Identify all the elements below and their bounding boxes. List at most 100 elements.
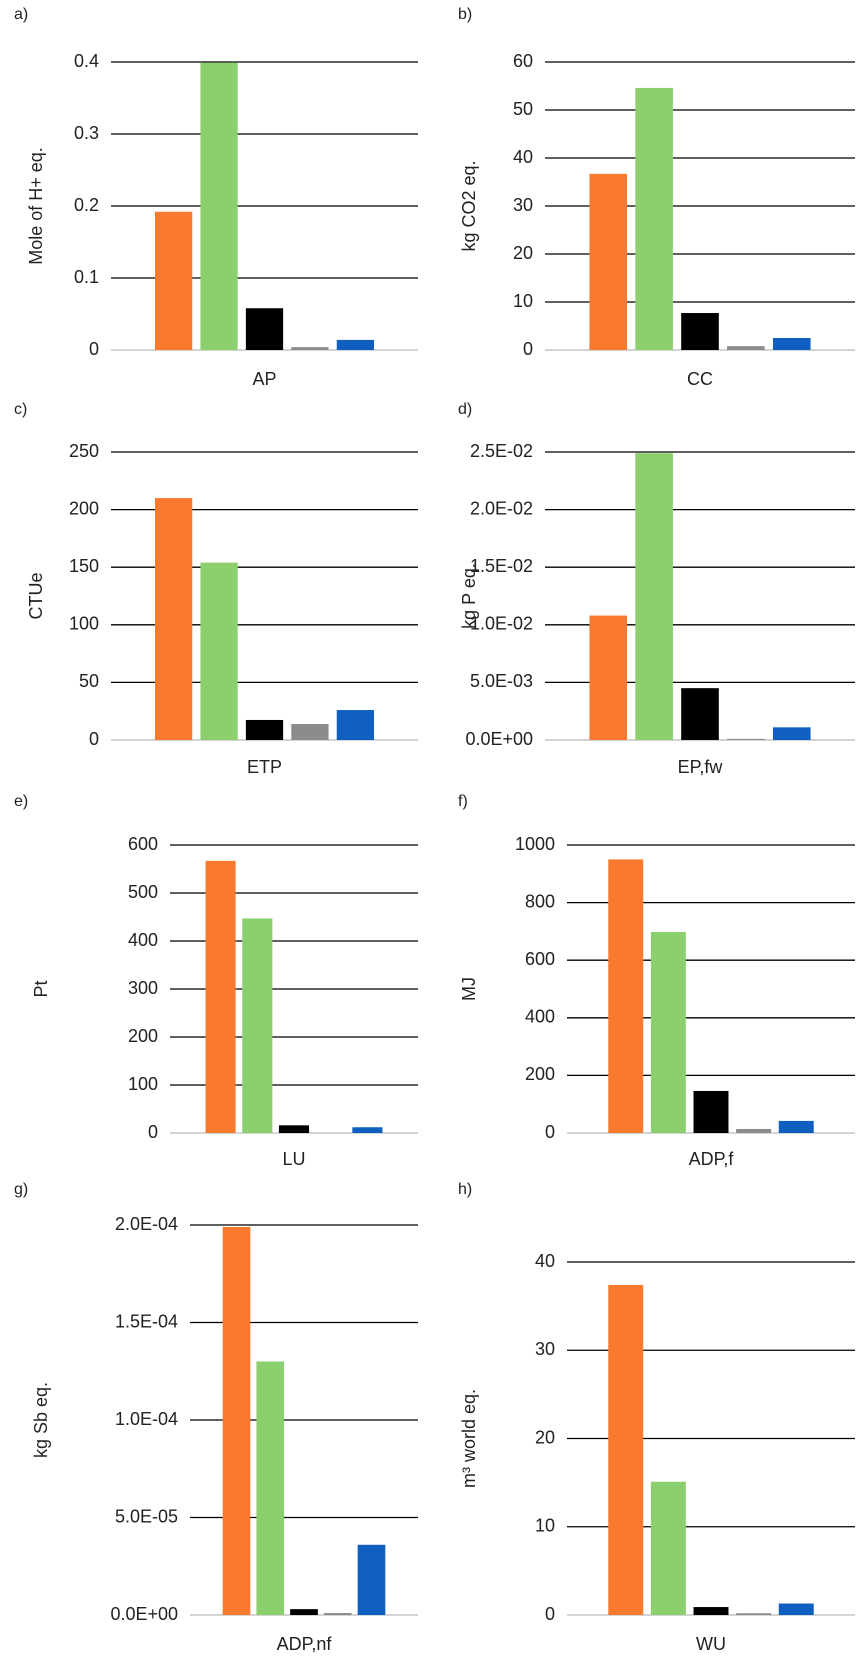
y-tick-label: 20 — [513, 243, 533, 263]
y-tick-label: 50 — [79, 671, 99, 691]
panel-label: f) — [458, 793, 468, 810]
x-axis-label: EP,fw — [678, 757, 724, 777]
y-axis-label: m³ world eq. — [459, 1389, 479, 1488]
y-tick-label: 10 — [513, 291, 533, 311]
panel-label: e) — [14, 793, 28, 810]
y-tick-label: 5.0E-05 — [115, 1506, 178, 1526]
y-tick-label: 0.0E+00 — [465, 729, 533, 749]
y-tick-label: 1.0E-02 — [470, 614, 533, 634]
bar — [242, 918, 273, 1133]
x-axis-label: ETP — [247, 757, 282, 777]
bar — [291, 347, 329, 350]
bar — [608, 1284, 644, 1615]
bar — [589, 615, 628, 740]
y-tick-label: 50 — [513, 99, 533, 119]
y-tick-label: 0.3 — [74, 123, 99, 143]
bar — [245, 719, 284, 740]
y-tick-label: 10 — [535, 1516, 555, 1536]
y-tick-label: 1.5E-04 — [115, 1311, 178, 1331]
y-tick-label: 2.0E-04 — [115, 1214, 178, 1234]
bar — [290, 1609, 318, 1615]
y-axis-label: CTUe — [26, 572, 46, 619]
bar — [736, 1613, 772, 1615]
y-tick-label: 0 — [89, 339, 99, 359]
y-axis-label: Mole of H+ eq. — [26, 147, 46, 265]
y-tick-label: 40 — [535, 1251, 555, 1271]
y-tick-label: 100 — [128, 1074, 158, 1094]
y-tick-label: 1.5E-02 — [470, 556, 533, 576]
y-tick-label: 150 — [69, 556, 99, 576]
y-tick-label: 400 — [525, 1007, 555, 1027]
panel-label: a) — [14, 6, 28, 23]
x-axis-label: ADP,nf — [277, 1634, 333, 1654]
y-tick-label: 200 — [128, 1026, 158, 1046]
y-tick-label: 0 — [523, 339, 533, 359]
y-tick-label: 200 — [69, 498, 99, 518]
panel-label: c) — [14, 401, 27, 418]
y-tick-label: 30 — [513, 195, 533, 215]
bar — [681, 313, 719, 350]
bar — [278, 1125, 310, 1133]
x-axis-label: ADP,f — [689, 1149, 735, 1169]
bar — [635, 453, 673, 740]
bar — [336, 339, 375, 350]
bar — [772, 338, 811, 350]
y-tick-label: 0.0E+00 — [110, 1604, 178, 1624]
y-tick-label: 60 — [513, 51, 533, 71]
panel-label: h) — [458, 1181, 472, 1198]
y-axis-label: kg Sb eq. — [31, 1382, 51, 1458]
y-tick-label: 400 — [128, 930, 158, 950]
y-tick-label: 500 — [128, 882, 158, 902]
y-tick-label: 200 — [525, 1064, 555, 1084]
bar — [772, 727, 811, 740]
panel-label: b) — [458, 6, 472, 23]
y-tick-label: 0.2 — [74, 195, 99, 215]
bar — [650, 1481, 686, 1615]
bar — [681, 688, 719, 740]
bar — [635, 87, 673, 351]
bar — [245, 308, 284, 350]
bar — [693, 1607, 729, 1615]
y-tick-label: 2.0E-02 — [470, 498, 533, 518]
y-tick-label: 40 — [513, 147, 533, 167]
y-tick-label: 0 — [89, 729, 99, 749]
bar — [200, 562, 238, 740]
y-axis-label: Pt — [31, 980, 51, 997]
y-tick-label: 0 — [545, 1122, 555, 1142]
y-tick-label: 30 — [535, 1339, 555, 1359]
bar — [608, 859, 644, 1133]
bar — [154, 211, 193, 350]
bar — [256, 1361, 285, 1615]
bar — [336, 710, 375, 740]
bar — [693, 1090, 729, 1133]
bar — [323, 1613, 352, 1615]
bar — [357, 1544, 386, 1615]
y-tick-label: 0.4 — [74, 51, 99, 71]
y-axis-label: kg CO2 eq. — [459, 160, 479, 251]
y-axis-label: kg P eq. — [459, 563, 479, 629]
bar — [778, 1603, 814, 1615]
y-tick-label: 800 — [525, 891, 555, 911]
bar — [154, 498, 193, 740]
bar — [352, 1127, 383, 1133]
bar — [727, 346, 765, 350]
bar — [205, 860, 236, 1133]
y-tick-label: 1.0E-04 — [115, 1409, 178, 1429]
x-axis-label: CC — [687, 369, 713, 389]
panel-label: d) — [458, 401, 472, 418]
bar — [778, 1120, 814, 1133]
bar — [727, 738, 765, 740]
y-tick-label: 600 — [128, 834, 158, 854]
y-tick-label: 0.1 — [74, 267, 99, 287]
x-axis-label: LU — [282, 1149, 305, 1169]
y-tick-label: 5.0E-03 — [470, 671, 533, 691]
y-tick-label: 1000 — [515, 834, 555, 854]
bar — [589, 173, 628, 350]
bar — [650, 931, 686, 1133]
bar — [222, 1226, 251, 1615]
y-tick-label: 20 — [535, 1427, 555, 1447]
x-axis-label: AP — [252, 369, 276, 389]
y-tick-label: 2.5E-02 — [470, 441, 533, 461]
panel-label: g) — [14, 1181, 28, 1198]
